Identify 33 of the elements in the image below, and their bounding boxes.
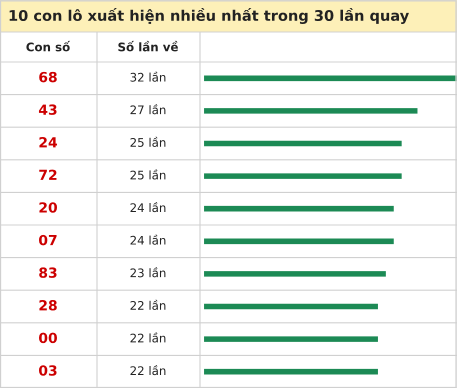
y-tick-label: 28 [39,300,57,311]
data-label: 24 lần [130,234,166,245]
data-label: 22 lần [130,300,166,310]
bar [204,238,394,244]
bar [204,206,394,212]
y-tick-label: 24 [39,137,58,148]
bar [204,108,418,114]
data-label: 25 lần [130,136,166,147]
data-label: 27 lần [130,104,166,114]
y-tick-label: 83 [39,267,57,278]
bar [204,368,378,374]
y-tick-label: 07 [39,234,57,246]
data-label: 32 lần [130,72,166,82]
y-tick-label: 68 [39,72,57,82]
y-tick-label: 20 [39,202,57,213]
y-tick-label: 72 [39,170,56,180]
text: Số lần về [118,40,178,52]
bar [204,304,378,310]
y-tick-label: 43 [38,104,57,115]
bar [204,173,402,179]
bar [204,271,386,277]
data-label: 25 lần [130,169,166,180]
bar [204,336,378,342]
bar [204,140,402,146]
y-tick-label: 00 [39,332,57,344]
chart-title: 10 con lô xuất hiện nhiều nhất trong 30 lần quay [10,8,409,24]
data-label: 22 lần [130,364,166,376]
bar [204,76,457,82]
data-label: 22 lần [130,332,166,343]
data-label: 24 lần [130,202,166,212]
y-axis-title: Con số [26,40,70,52]
data-label: 23 lần [130,267,166,278]
y-tick-label: 03 [39,365,57,376]
